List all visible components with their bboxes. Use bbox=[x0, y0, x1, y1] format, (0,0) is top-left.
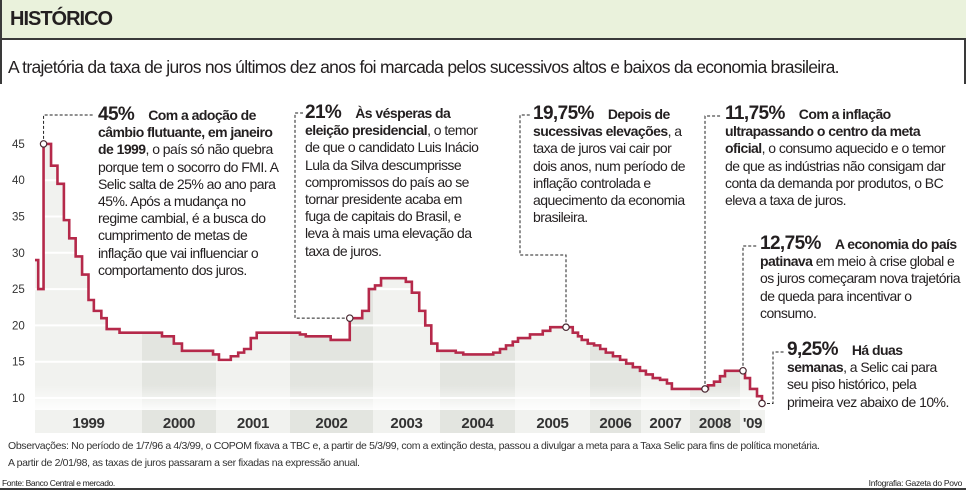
x-tick-label: 2004 bbox=[461, 415, 494, 432]
year-band bbox=[590, 412, 641, 433]
year-band bbox=[515, 412, 590, 433]
year-band bbox=[641, 412, 690, 433]
annotation-value: 45% bbox=[98, 104, 135, 125]
leader-line bbox=[704, 115, 722, 389]
y-tick-label: 45 bbox=[12, 139, 25, 151]
year-band bbox=[690, 412, 740, 433]
annotation-value: 12,75% bbox=[760, 233, 821, 254]
annotation-text: em meio à crise global e os juros começa… bbox=[760, 253, 961, 321]
annotation-lead: Há duas semanas bbox=[787, 342, 903, 376]
bottom-rule bbox=[0, 488, 966, 490]
selic-rate-line bbox=[35, 142, 765, 405]
annotation-marker bbox=[739, 366, 747, 375]
annotation-lead: Com a inflação ultrapassando o centro da… bbox=[725, 106, 921, 157]
annotation-text: , o temor de que o candidato Luis Inácio… bbox=[305, 122, 479, 259]
leader-line bbox=[294, 112, 350, 319]
header-bar: HISTÓRICO bbox=[0, 0, 966, 40]
note-line: A partir de 2/01/98, as taxas de juros p… bbox=[8, 457, 360, 469]
leader-line bbox=[762, 351, 784, 404]
x-tick-label: 2008 bbox=[699, 415, 731, 432]
x-tick-label: 2005 bbox=[536, 415, 568, 432]
annotation-marker bbox=[39, 140, 48, 148]
note-line: Observações: No período de 1/7/96 a 4/3/… bbox=[8, 440, 820, 452]
annotation-value: 9,25% bbox=[787, 339, 838, 360]
annotation-lead: Às vésperas da eleição presidencial bbox=[305, 105, 451, 139]
notes: Observações: No período de 1/7/96 a 4/3/… bbox=[8, 438, 820, 472]
x-tick-label: 2006 bbox=[599, 415, 631, 432]
frame-left-rule bbox=[0, 40, 2, 84]
x-tick-label: '09 bbox=[743, 415, 762, 432]
frame-right-rule bbox=[964, 40, 966, 84]
annotation-marker bbox=[758, 399, 766, 408]
year-band bbox=[440, 412, 515, 433]
annotation-marker bbox=[562, 323, 570, 332]
year-band bbox=[373, 412, 440, 433]
year-band bbox=[142, 412, 216, 433]
source-credit: Fonte: Banco Central e mercado. bbox=[2, 478, 115, 488]
year-band bbox=[216, 412, 290, 433]
annotation-45: 45% Com a adoção de câmbio flutuante, em … bbox=[98, 104, 288, 279]
y-axis: 10 15 20 25 30 35 40 45 bbox=[12, 139, 25, 405]
x-tick-label: 2007 bbox=[649, 415, 681, 432]
annotation-marker bbox=[701, 385, 709, 393]
annotation-lead: Com a adoção de câmbio flutuante, em jan… bbox=[98, 107, 273, 158]
year-band bbox=[290, 412, 373, 433]
y-tick-label: 15 bbox=[12, 357, 25, 369]
x-tick-label: 2002 bbox=[315, 415, 347, 432]
x-tick-label: 2000 bbox=[163, 415, 195, 432]
annotation-markers bbox=[39, 140, 766, 408]
annotation-marker bbox=[345, 314, 354, 322]
x-tick-label: 2001 bbox=[237, 415, 269, 432]
x-axis-year-bands: 1999 2000 2001 2002 2003 2004 2005 2006 2007 2008… bbox=[35, 412, 765, 433]
leader-line bbox=[519, 114, 567, 328]
annotation-lead: Depois de sucessivas elevações bbox=[533, 106, 670, 140]
annotation-value: 11,75% bbox=[725, 103, 785, 124]
annotation-12-75: 12,75% A economia do país patinava em mei… bbox=[760, 233, 961, 322]
annotation-text: , o país só não quebra porque tem o soco… bbox=[98, 141, 278, 278]
annotation-text: , a Selic cai para seu piso histórico, p… bbox=[787, 359, 949, 410]
leader-line bbox=[742, 245, 757, 371]
x-tick-label: 2003 bbox=[390, 415, 422, 432]
y-tick-label: 20 bbox=[12, 320, 25, 332]
infographic-credit: Infografia: Gazeta do Povo bbox=[868, 478, 963, 488]
annotation-11-75: 11,75% Com a inflação ultrapassando o cen… bbox=[725, 103, 961, 209]
year-band bbox=[740, 412, 765, 433]
y-tick-label: 25 bbox=[12, 284, 25, 296]
annotation-value: 21% bbox=[305, 102, 342, 123]
y-tick-label: 35 bbox=[12, 212, 25, 224]
gridlines bbox=[30, 142, 770, 399]
annotation-21: 21% Às vésperas da eleição presidencial, … bbox=[305, 102, 487, 260]
y-tick-label: 30 bbox=[12, 248, 25, 260]
page-title: HISTÓRICO bbox=[10, 8, 113, 30]
annotation-9-25: 9,25% Há duas semanas, a Selic cai para s… bbox=[787, 339, 957, 411]
year-band bbox=[35, 412, 142, 433]
y-tick-label: 40 bbox=[12, 175, 25, 187]
annotation-leaders bbox=[43, 112, 784, 404]
annotation-19-75: 19,75% Depois de sucessivas elevações, a … bbox=[533, 103, 693, 226]
annotation-text: , o consumo aquecido e o temor de que as… bbox=[725, 140, 946, 209]
annotation-value: 19,75% bbox=[533, 103, 594, 124]
subtitle: A trajetória da taxa de juros nos último… bbox=[8, 57, 840, 77]
y-tick-label: 10 bbox=[12, 393, 25, 405]
leader-line bbox=[43, 114, 93, 144]
annotation-lead: A economia do país patinava bbox=[760, 236, 957, 270]
annotation-text: , a taxa de juros vai cair por dois anos… bbox=[533, 123, 686, 226]
x-tick-label: 1999 bbox=[72, 415, 104, 432]
